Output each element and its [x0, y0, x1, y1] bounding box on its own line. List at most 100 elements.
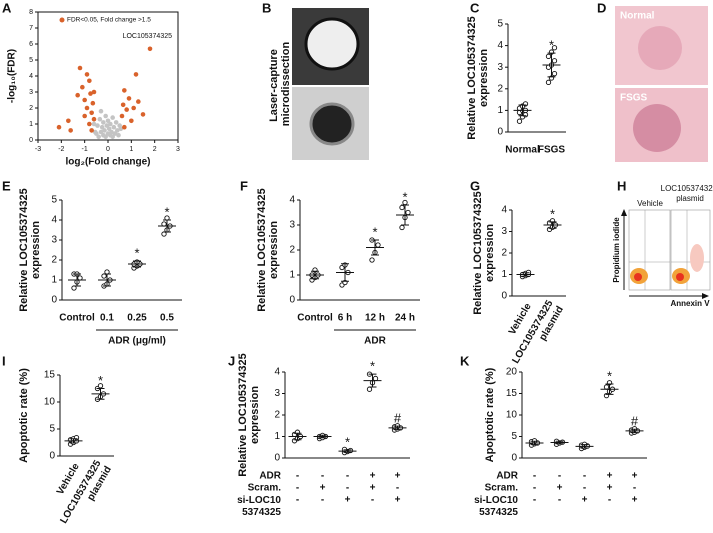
error-bar — [530, 440, 539, 446]
data-point — [84, 105, 90, 111]
condition-mark: - — [321, 471, 324, 482]
text-line: Relative LOC105374325 — [237, 353, 249, 477]
significance: * — [372, 224, 377, 239]
y-tick-label: 2 — [51, 255, 57, 266]
group-label: ADR (μg/ml) — [108, 336, 166, 347]
x-tick-label: 6 h — [338, 313, 352, 324]
condition-mark: - — [583, 483, 586, 494]
data-point — [551, 45, 558, 51]
data-point — [109, 129, 114, 135]
data-point — [87, 78, 92, 84]
data-point — [551, 58, 558, 64]
label-line: plasmid — [676, 194, 704, 203]
condition-mark: - — [583, 471, 586, 482]
x-axis-title: log₂(Fold change) — [66, 157, 151, 168]
y-tick-label: 0 — [274, 453, 280, 464]
condition-mark: + — [395, 471, 401, 482]
significance: # — [631, 414, 639, 429]
panel-letter: D — [597, 0, 606, 15]
text-line: si-LOC10 — [474, 495, 518, 506]
text-line: expression — [30, 221, 42, 279]
data-point — [95, 123, 100, 128]
condition-mark: + — [582, 495, 588, 506]
y-tick-label: 2 — [29, 105, 33, 112]
y-tick-label: 0 — [49, 451, 55, 462]
y-tick-label: 4 — [289, 195, 295, 206]
significance: * — [164, 204, 169, 219]
error-bar — [73, 273, 81, 287]
condition-mark: - — [608, 495, 611, 506]
condition-name: ADR — [259, 471, 281, 482]
error-bar — [368, 373, 377, 388]
error-bar — [96, 388, 105, 400]
data-point — [369, 257, 375, 263]
data-point — [124, 107, 129, 112]
y-tick-label: 0 — [289, 295, 295, 306]
point-annotation: LOC105374325 — [123, 33, 173, 40]
y-tick-label: 5 — [511, 431, 517, 442]
data-point — [372, 375, 379, 382]
data-point — [115, 128, 120, 133]
data-point — [104, 123, 110, 128]
data-point — [108, 121, 113, 127]
data-point — [97, 116, 103, 122]
data-point — [545, 53, 552, 60]
data-point — [80, 84, 85, 90]
data-point — [56, 124, 62, 130]
y-tick-label: 5 — [29, 57, 33, 64]
y-tick-label: 2 — [497, 83, 503, 94]
error-bar — [605, 383, 614, 395]
glomerulus — [638, 26, 682, 70]
y-tick-label: 3 — [29, 89, 33, 96]
x-tick-label: Control — [59, 313, 95, 324]
condition-mark: - — [558, 495, 561, 506]
condition-mark: + — [370, 471, 376, 482]
significance: * — [549, 38, 554, 53]
y-tick-label: 1 — [29, 121, 33, 128]
data-point — [91, 89, 97, 95]
data-point — [118, 126, 124, 132]
error-bar — [580, 444, 589, 449]
data-point — [97, 383, 104, 389]
significance: * — [134, 245, 139, 260]
data-point — [105, 118, 111, 124]
text-line: Relative LOC105374325 — [256, 188, 268, 312]
condition-mark: - — [533, 495, 536, 506]
data-point — [375, 242, 381, 248]
data-point — [116, 132, 121, 138]
axis-title: Annexin V — [670, 299, 710, 308]
y-tick-label: 20 — [506, 367, 518, 378]
condition-mark: - — [633, 483, 636, 494]
panel-letter: E — [2, 178, 11, 193]
panel-letter: K — [460, 353, 470, 368]
data-point — [91, 121, 97, 127]
error-bar — [343, 449, 352, 453]
y-tick-label: 2 — [289, 245, 295, 256]
panel-letter: B — [262, 0, 271, 15]
condition-mark: - — [296, 483, 299, 494]
data-point — [68, 128, 73, 133]
data-point — [551, 71, 558, 77]
x-tick-label: 0.5 — [160, 313, 174, 324]
label-line: LOC105374325 — [661, 184, 713, 193]
significance: # — [394, 411, 402, 426]
text-line: Relative LOC105374325 — [466, 16, 478, 140]
data-point — [603, 384, 610, 390]
y-tick-label: 4 — [29, 73, 33, 80]
condition-mark: - — [396, 483, 399, 494]
significance: * — [345, 434, 350, 449]
y-tick-label: 3 — [289, 220, 295, 231]
data-point — [147, 46, 153, 52]
data-point — [88, 91, 93, 96]
error-bar — [630, 428, 639, 434]
glomerulus — [309, 102, 355, 146]
population — [676, 273, 684, 281]
y-tick-label: 15 — [506, 388, 518, 399]
glomerulus — [304, 17, 360, 71]
population — [634, 273, 642, 281]
x-tick-label: 0.25 — [127, 313, 147, 324]
y-tick-label: 2 — [501, 248, 507, 259]
population — [690, 244, 704, 272]
y-tick-label: 10 — [44, 397, 56, 408]
